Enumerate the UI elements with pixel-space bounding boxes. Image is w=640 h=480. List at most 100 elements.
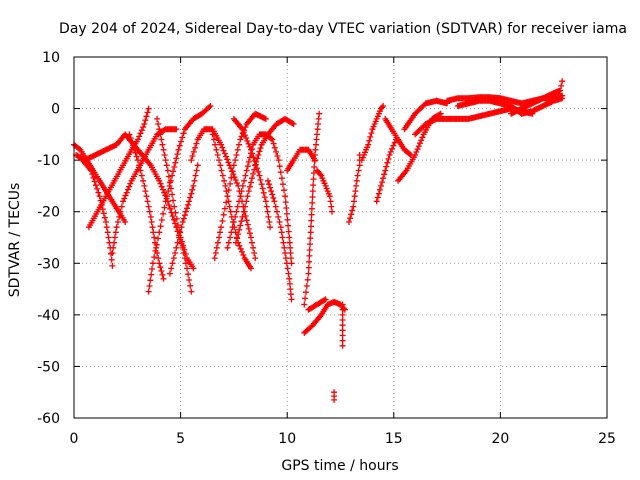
data-point [141, 121, 148, 127]
data-point [339, 301, 346, 308]
data-point [170, 216, 177, 223]
data-point [140, 124, 147, 131]
data-point [217, 162, 224, 169]
data-point [339, 317, 346, 323]
data-point [147, 277, 154, 284]
data-point [348, 211, 355, 218]
data-point [391, 139, 398, 146]
data-point [219, 218, 226, 224]
data-point [117, 208, 124, 215]
data-point [151, 234, 158, 241]
data-point [314, 126, 321, 133]
data-point [224, 156, 231, 163]
data-point [228, 229, 235, 236]
data-point [133, 153, 140, 160]
data-point [275, 213, 282, 220]
data-point [175, 146, 182, 153]
data-point [241, 177, 248, 184]
data-point [164, 193, 170, 200]
data-point [406, 151, 413, 158]
data-point [135, 136, 141, 143]
data-point [223, 188, 230, 195]
data-point [281, 244, 288, 251]
data-point [307, 229, 314, 236]
data-point [346, 219, 352, 225]
data-point [144, 109, 151, 116]
data-point [232, 213, 239, 220]
data-point [227, 234, 234, 241]
data-point [256, 172, 263, 179]
data-point [327, 198, 334, 205]
data-point [243, 217, 250, 224]
x-tick-label: 15 [385, 431, 403, 447]
data-point [157, 264, 164, 271]
data-point [94, 185, 101, 192]
data-point [182, 260, 189, 267]
data-point [258, 181, 265, 188]
data-point [95, 189, 102, 196]
data-point [112, 229, 119, 236]
x-tick-label: 25 [598, 431, 616, 447]
data-point [282, 255, 289, 262]
data-point [302, 295, 309, 302]
x-axis-label: GPS time / hours [281, 458, 398, 474]
data-point [317, 171, 324, 178]
data-point [279, 181, 286, 188]
data-point [260, 189, 267, 196]
data-point [156, 126, 163, 133]
data-point [138, 127, 145, 134]
data-point [267, 224, 274, 231]
data-point [279, 234, 286, 241]
data-point [250, 244, 257, 251]
data-point [162, 198, 169, 205]
data-point [242, 203, 248, 210]
data-point [257, 145, 264, 152]
data-point [170, 255, 177, 262]
data-point [381, 171, 388, 178]
data-point [378, 182, 384, 189]
data-point [354, 172, 361, 179]
data-point [309, 194, 316, 200]
data-point [113, 224, 120, 231]
data-point [167, 205, 174, 212]
data-point [108, 250, 114, 257]
data-point [309, 188, 316, 195]
data-point [314, 131, 320, 138]
data-point [240, 208, 247, 215]
data-point [177, 229, 184, 236]
data-point [148, 219, 155, 225]
data-point [149, 260, 156, 267]
series-arc-1 [71, 141, 129, 225]
data-point [146, 283, 153, 289]
data-point [212, 141, 219, 148]
data-point [270, 140, 277, 147]
data-point [380, 103, 387, 109]
data-point [382, 167, 389, 174]
data-point [308, 223, 314, 230]
data-point [244, 221, 251, 228]
data-point [105, 234, 112, 241]
data-point [415, 143, 422, 150]
data-point [248, 179, 254, 186]
data-point [249, 175, 255, 182]
data-point [149, 266, 155, 272]
data-point [128, 138, 135, 145]
data-point [379, 104, 386, 111]
data-point [227, 180, 234, 187]
data-point [328, 203, 335, 210]
data-point [557, 87, 564, 94]
data-point [194, 162, 201, 169]
data-point [248, 265, 254, 272]
data-point [414, 146, 421, 153]
data-point [284, 265, 291, 272]
data-point [135, 157, 141, 164]
data-point [286, 275, 293, 282]
data-point [213, 244, 220, 251]
data-point [283, 260, 290, 267]
data-point [287, 291, 294, 298]
data-point [169, 213, 176, 220]
data-point [209, 131, 216, 138]
data-point [137, 167, 144, 174]
data-point [386, 152, 393, 158]
y-tick-label: -50 [37, 359, 60, 375]
